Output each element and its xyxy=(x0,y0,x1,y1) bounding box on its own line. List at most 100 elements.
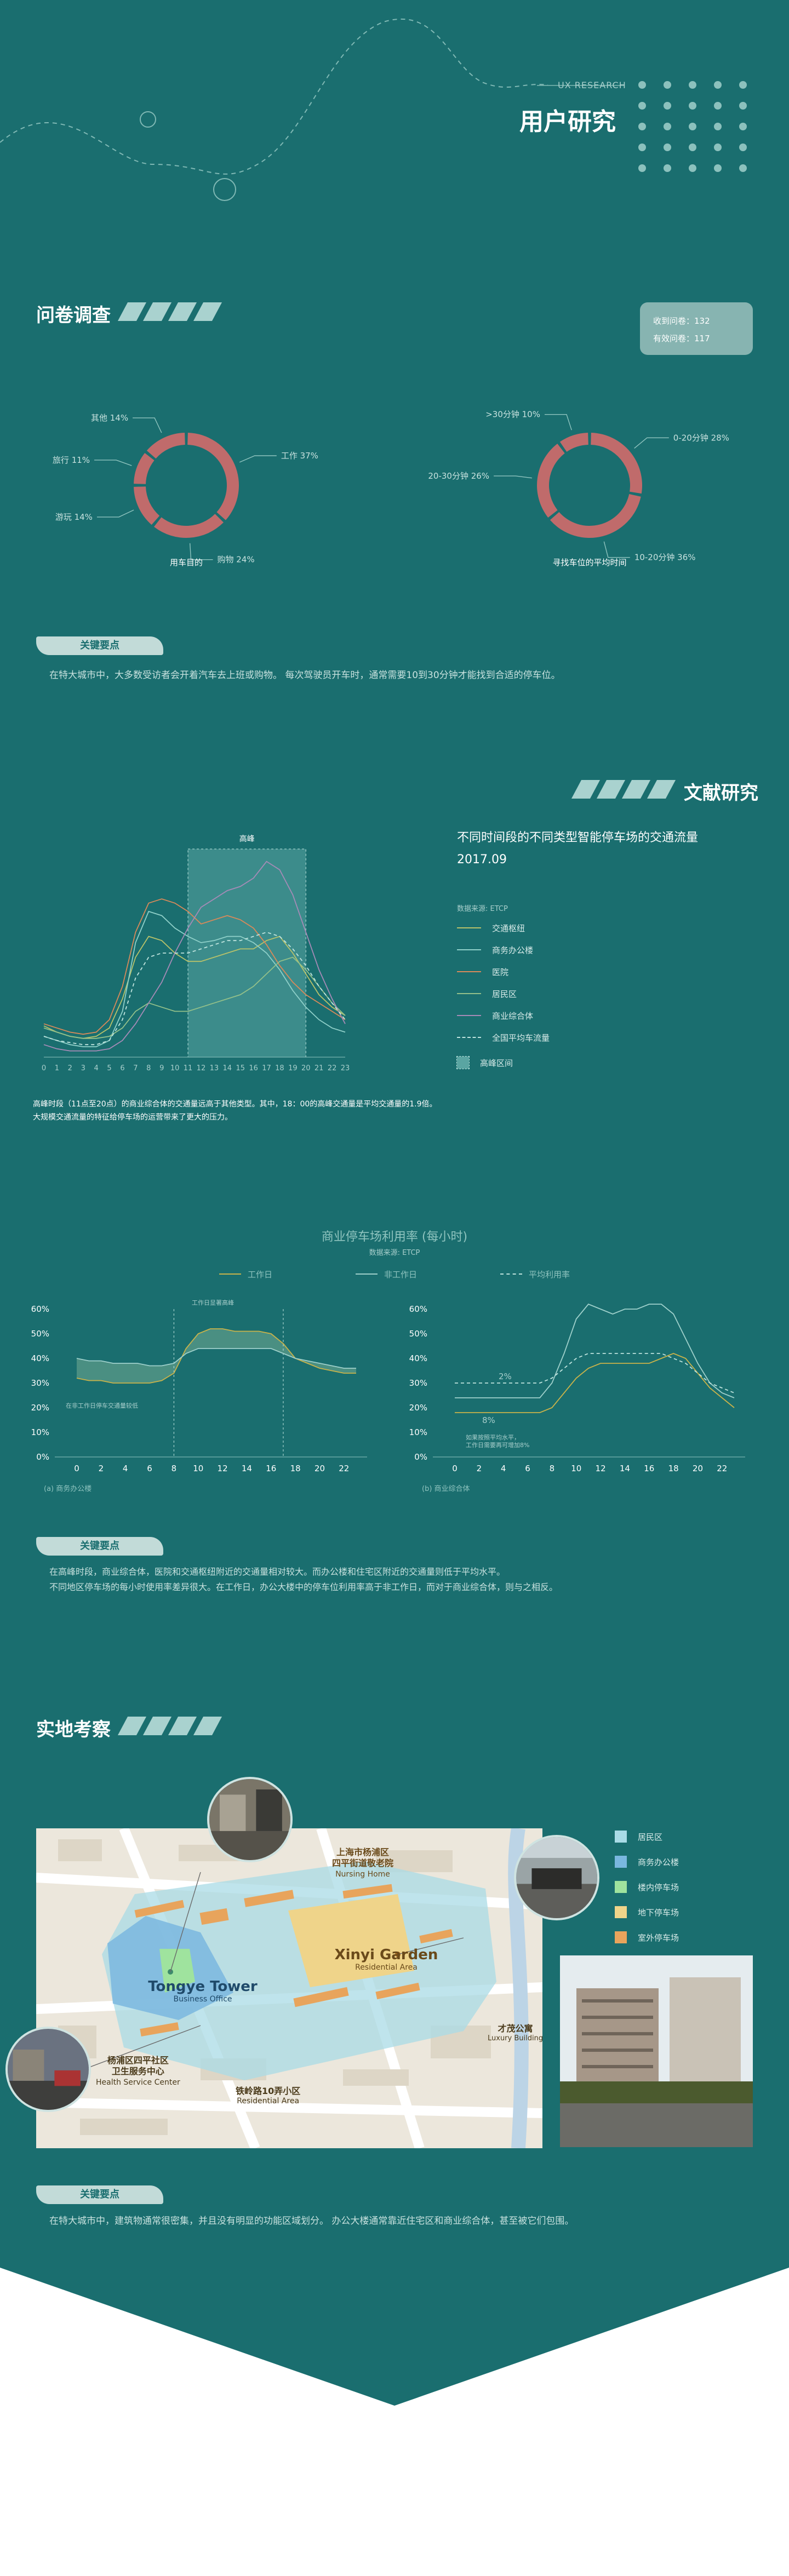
y-tick-label: 60% xyxy=(409,1304,427,1314)
donut-slice xyxy=(134,486,160,525)
map-label-health-en: Health Service Center xyxy=(96,2078,180,2087)
map-legend-item: 居民区 xyxy=(615,1824,735,1849)
map-label-caimao-en: Luxury Building xyxy=(488,2034,544,2043)
traffic-series-line xyxy=(43,932,346,1046)
x-tick-label: 10 xyxy=(170,1064,180,1072)
donut-slice xyxy=(537,444,565,518)
legend-swatch xyxy=(500,1273,522,1275)
dot xyxy=(638,123,646,130)
traffic-series-line xyxy=(43,936,346,1039)
x-tick-label: 15 xyxy=(236,1064,245,1072)
chart-annotation: 8% xyxy=(482,1415,495,1425)
dot xyxy=(638,102,646,110)
x-tick-label: 14 xyxy=(620,1464,630,1473)
utilization-keypoint-line2: 不同地区停车场的每小时使用率差异很大。在工作日，办公大楼中的停车位利用率高于非工… xyxy=(49,1582,558,1592)
y-tick-label: 30% xyxy=(409,1378,427,1388)
x-tick-label: 11 xyxy=(184,1064,193,1072)
x-tick-label: 21 xyxy=(315,1064,324,1072)
valid-count: 有效问卷：117 xyxy=(653,334,710,343)
y-tick-label: 0% xyxy=(36,1452,49,1462)
legend-swatch xyxy=(456,1056,470,1069)
map-label-health-center: 杨浦区四平社区 卫生服务中心 Health Service Center xyxy=(96,2055,180,2088)
stripe-decoration-3 xyxy=(117,1717,224,1737)
legend-swatch xyxy=(457,971,481,972)
legend-label: 医院 xyxy=(492,967,509,977)
y-tick-label: 50% xyxy=(31,1329,49,1339)
utilization-gap-area xyxy=(77,1329,356,1383)
map-label-nursing-en: Nursing Home xyxy=(335,1870,390,1879)
map-label-nursing-cn1: 上海市杨浦区 xyxy=(336,1847,390,1857)
utilization-keypoint-text: 在高峰时段，商业综合体，医院和交通枢纽附近的交通量相对较大。而办公楼和住宅区附近… xyxy=(49,1564,762,1595)
stripe-decoration xyxy=(117,302,224,323)
dot xyxy=(664,102,671,110)
dot xyxy=(739,144,747,151)
peak-range-band xyxy=(188,849,306,1057)
dot xyxy=(638,81,646,89)
legend-label: 居民区 xyxy=(638,1832,663,1842)
legend-swatch xyxy=(219,1273,241,1275)
utilization-series-line xyxy=(76,1328,356,1384)
legend-label: 楼内停车场 xyxy=(638,1882,679,1892)
field-keypoint-badge: 关键要点 xyxy=(36,2185,163,2204)
chart-caption: (a) 商务办公楼 xyxy=(44,1484,92,1493)
donut-slice xyxy=(134,453,155,484)
donut-slice-label: 工作 37% xyxy=(281,451,318,461)
dot xyxy=(739,81,747,89)
y-tick-label: 50% xyxy=(409,1329,427,1339)
field-map-legend: 居民区 商务办公楼 楼内停车场 地下停车场 室外停车场 xyxy=(615,1824,735,1950)
x-tick-label: 14 xyxy=(223,1064,232,1072)
chart-caption: (b) 商业综合体 xyxy=(422,1485,470,1493)
literature-section-title: 文献研究 xyxy=(684,782,758,804)
x-tick-label: 6 xyxy=(147,1464,152,1473)
donut-leader-line xyxy=(133,417,162,433)
chart-annotation: 在非工作日停车交通量较低 xyxy=(66,1402,138,1409)
map-legend-item: 室外停车场 xyxy=(615,1925,735,1950)
dot xyxy=(714,144,722,151)
y-tick-label: 10% xyxy=(409,1427,427,1437)
x-tick-label: 1 xyxy=(55,1064,59,1072)
x-tick-label: 2 xyxy=(477,1464,482,1473)
chart-annotation: 工作日显著高峰 xyxy=(192,1299,234,1306)
legend-label: 全国平均车流量 xyxy=(492,1032,550,1043)
donut-slice xyxy=(187,433,239,520)
donut-leader-line xyxy=(94,460,132,466)
utilization-series-line xyxy=(76,1348,356,1369)
chart-annotation: 工作日需要再可增加8% xyxy=(466,1441,529,1449)
field-section-title: 实地考察 xyxy=(36,1719,111,1741)
donut-leader-line xyxy=(494,475,532,479)
utilization-legend: 工作日 非工作日 平均利用率 xyxy=(219,1263,570,1285)
x-tick-label: 12 xyxy=(218,1464,228,1473)
donut-slice-label: 10-20分钟 36% xyxy=(634,553,696,563)
photo-street xyxy=(5,2027,91,2112)
map-label-nursing-home: 上海市杨浦区 四平街道敬老院 Nursing Home xyxy=(332,1847,393,1880)
donut-slice xyxy=(591,433,643,494)
x-tick-label: 23 xyxy=(341,1064,350,1072)
x-tick-label: 0 xyxy=(74,1464,79,1473)
peak-label: 高峰 xyxy=(239,834,255,844)
x-tick-label: 4 xyxy=(501,1464,506,1473)
photo-underground-garage xyxy=(514,1835,599,1920)
survey-keypoint-badge: 关键要点 xyxy=(36,636,163,655)
dot xyxy=(714,81,722,89)
map-label-tongye-sub: Business Office xyxy=(173,1995,232,2004)
legend-swatch xyxy=(457,949,481,950)
dot xyxy=(664,123,671,130)
y-tick-label: 20% xyxy=(409,1403,427,1413)
dot xyxy=(689,102,696,110)
donut-slice-label: 旅行 11% xyxy=(53,455,90,465)
y-tick-label: 40% xyxy=(31,1353,49,1363)
map-legend-item: 商务办公楼 xyxy=(615,1849,735,1874)
map-label-health-cn1: 杨浦区四平社区 xyxy=(107,2055,169,2066)
utilization-series-line xyxy=(455,1303,735,1398)
x-tick-label: 17 xyxy=(262,1064,271,1072)
x-tick-label: 18 xyxy=(275,1064,284,1072)
map-label-xinyi-sub: Residential Area xyxy=(355,1963,418,1972)
legend-swatch xyxy=(615,1831,627,1843)
legend-item: 居民区 xyxy=(457,983,621,1005)
dot xyxy=(714,164,722,172)
donut-slice xyxy=(154,514,224,538)
dot xyxy=(739,164,747,172)
dot xyxy=(714,102,722,110)
map-label-nursing-cn2: 四平街道敬老院 xyxy=(332,1858,394,1868)
x-tick-label: 2 xyxy=(99,1464,104,1473)
